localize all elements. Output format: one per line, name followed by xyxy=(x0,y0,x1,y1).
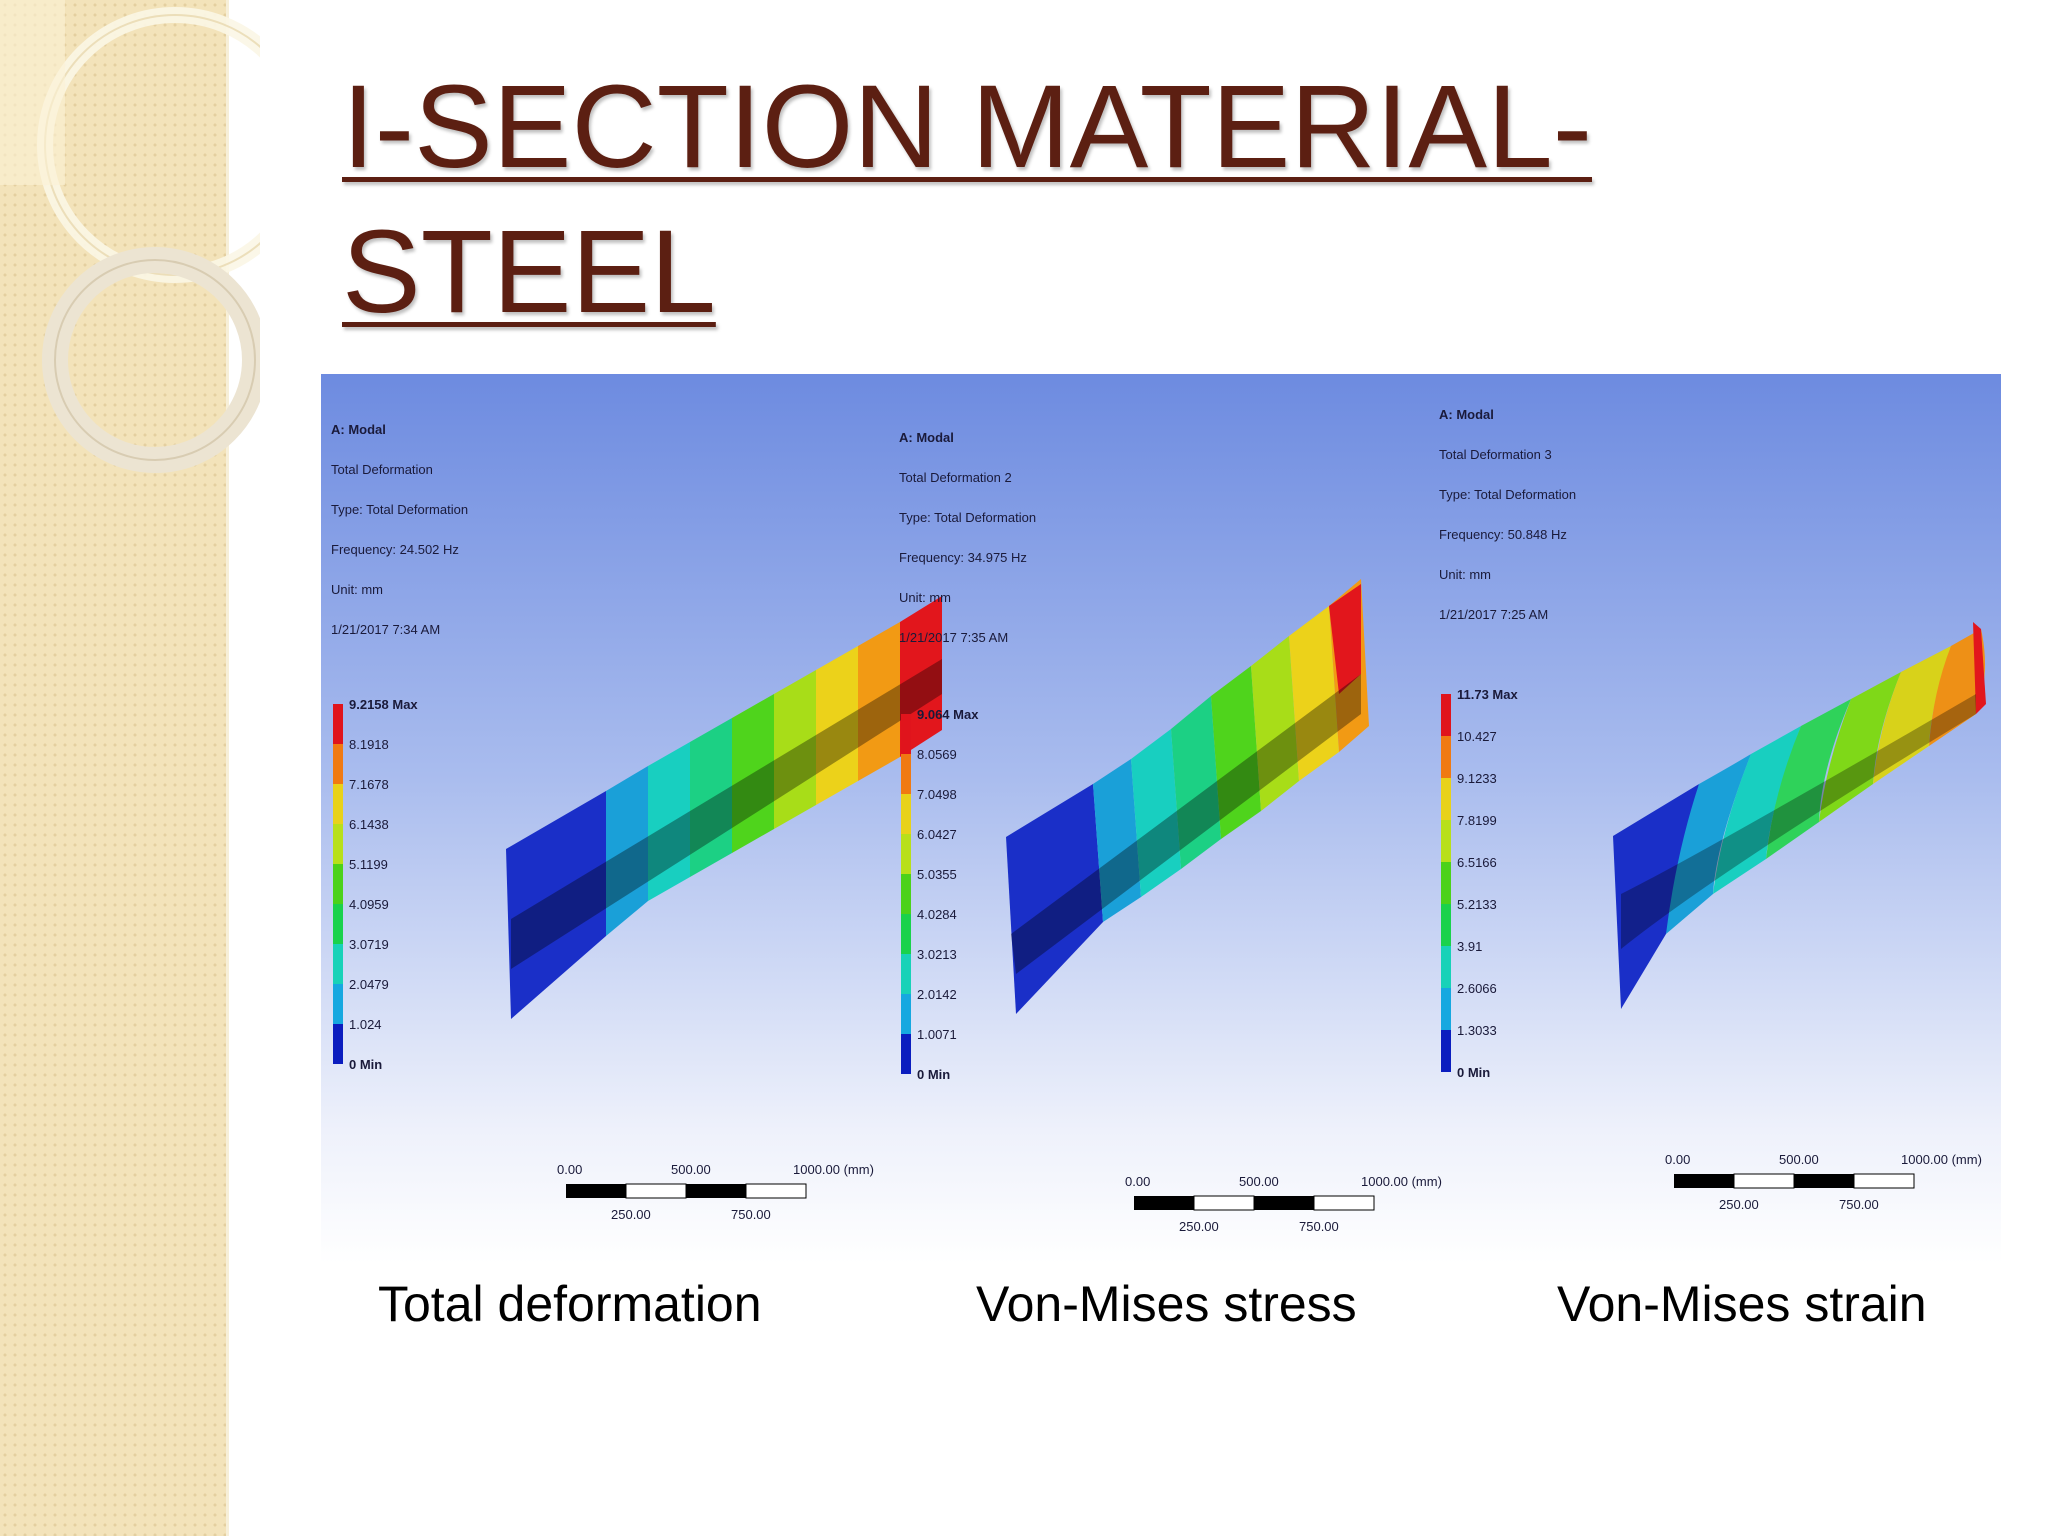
scale-label: 750.00 xyxy=(1839,1197,1879,1212)
scale-bar: 0.00 500.00 1000.00 (mm) 250.00 750.00 xyxy=(557,1162,874,1222)
color-legend: 9.2158 Max 8.1918 7.1678 6.1438 5.1199 4… xyxy=(333,697,418,1072)
legend-label: 1.0071 xyxy=(917,1027,957,1042)
scale-label: 0.00 xyxy=(1125,1174,1150,1189)
legend-label: 1.3033 xyxy=(1457,1023,1497,1038)
legend-label: 9.064 Max xyxy=(917,707,979,722)
scale-label: 250.00 xyxy=(1719,1197,1759,1212)
info-line: Type: Total Deformation xyxy=(899,510,1036,525)
legend-label: 2.6066 xyxy=(1457,981,1497,996)
caption-von-mises-strain: Von-Mises strain xyxy=(1557,1276,1927,1332)
legend-label: 8.1918 xyxy=(349,737,389,752)
panel-von-mises-stress: A: Modal Total Deformation 2 Type: Total… xyxy=(899,430,1442,1234)
scale-label: 500.00 xyxy=(1239,1174,1279,1189)
scale-bar: 0.00 500.00 1000.00 (mm) 250.00 750.00 xyxy=(1665,1152,1982,1212)
info-line: Frequency: 34.975 Hz xyxy=(899,550,1027,565)
info-line: Unit: mm xyxy=(899,590,951,605)
scale-label: 750.00 xyxy=(1299,1219,1339,1234)
info-line: A: Modal xyxy=(1439,407,1494,422)
legend-label: 7.0498 xyxy=(917,787,957,802)
legend-label: 6.1438 xyxy=(349,817,389,832)
info-line: Frequency: 50.848 Hz xyxy=(1439,527,1567,542)
decorative-rings xyxy=(0,0,260,473)
info-block: A: Modal Total Deformation Type: Total D… xyxy=(331,422,468,637)
side-band-edge xyxy=(226,0,229,1536)
legend-label: 9.2158 Max xyxy=(349,697,418,712)
legend-label: 3.0213 xyxy=(917,947,957,962)
legend-label: 9.1233 xyxy=(1457,771,1497,786)
color-legend: 9.064 Max 8.0569 7.0498 6.0427 5.0355 4.… xyxy=(901,707,979,1082)
info-line: Total Deformation 3 xyxy=(1439,447,1552,462)
scale-label: 750.00 xyxy=(731,1207,771,1222)
panel-total-deformation: A: Modal Total Deformation Type: Total D… xyxy=(331,422,942,1222)
info-line: Unit: mm xyxy=(1439,567,1491,582)
deformed-beam xyxy=(1006,579,1369,1014)
scale-label: 1000.00 (mm) xyxy=(793,1162,874,1177)
legend-label: 6.0427 xyxy=(917,827,957,842)
legend-label: 0 Min xyxy=(349,1057,382,1072)
legend-label: 3.91 xyxy=(1457,939,1482,954)
color-legend: 11.73 Max 10.427 9.1233 7.8199 6.5166 5.… xyxy=(1441,687,1518,1080)
legend-label: 10.427 xyxy=(1457,729,1497,744)
legend-label: 3.0719 xyxy=(349,937,389,952)
title-line-1: I-SECTION MATERIAL- xyxy=(342,61,1593,193)
scale-label: 1000.00 (mm) xyxy=(1901,1152,1982,1167)
scale-label: 0.00 xyxy=(1665,1152,1690,1167)
info-line: Unit: mm xyxy=(331,582,383,597)
scale-label: 500.00 xyxy=(1779,1152,1819,1167)
legend-label: 2.0142 xyxy=(917,987,957,1002)
scale-label: 0.00 xyxy=(557,1162,582,1177)
scale-label: 1000.00 (mm) xyxy=(1361,1174,1442,1189)
info-line: A: Modal xyxy=(331,422,386,437)
legend-label: 7.1678 xyxy=(349,777,389,792)
panel-von-mises-strain: A: Modal Total Deformation 3 Type: Total… xyxy=(1439,407,1986,1212)
legend-label: 6.5166 xyxy=(1457,855,1497,870)
legend-label: 2.0479 xyxy=(349,977,389,992)
info-line: A: Modal xyxy=(899,430,954,445)
info-line: Total Deformation 2 xyxy=(899,470,1012,485)
info-line: Type: Total Deformation xyxy=(331,502,468,517)
info-block: A: Modal Total Deformation 3 Type: Total… xyxy=(1439,407,1576,622)
legend-label: 8.0569 xyxy=(917,747,957,762)
info-block: A: Modal Total Deformation 2 Type: Total… xyxy=(899,430,1036,645)
legend-label: 5.0355 xyxy=(917,867,957,882)
info-line: 1/21/2017 7:35 AM xyxy=(899,630,1008,645)
legend-label: 7.8199 xyxy=(1457,813,1497,828)
info-line: Total Deformation xyxy=(331,462,433,477)
caption-von-mises-stress: Von-Mises stress xyxy=(976,1276,1357,1332)
info-line: Frequency: 24.502 Hz xyxy=(331,542,459,557)
legend-label: 1.024 xyxy=(349,1017,382,1032)
info-line: 1/21/2017 7:25 AM xyxy=(1439,607,1548,622)
legend-label: 4.0959 xyxy=(349,897,389,912)
info-line: 1/21/2017 7:34 AM xyxy=(331,622,440,637)
legend-label: 11.73 Max xyxy=(1457,687,1518,702)
legend-label: 4.0284 xyxy=(917,907,957,922)
legend-label: 5.1199 xyxy=(349,857,388,872)
analysis-figures: A: Modal Total Deformation Type: Total D… xyxy=(321,374,2001,1264)
caption-total-deformation: Total deformation xyxy=(378,1276,762,1332)
scale-label: 250.00 xyxy=(1179,1219,1219,1234)
legend-label: 0 Min xyxy=(1457,1065,1490,1080)
deformed-beam xyxy=(1613,622,1986,1009)
legend-label: 5.2133 xyxy=(1457,897,1497,912)
deformed-beam xyxy=(506,596,942,1019)
legend-label: 0 Min xyxy=(917,1067,950,1082)
scale-label: 250.00 xyxy=(611,1207,651,1222)
scale-label: 500.00 xyxy=(671,1162,711,1177)
title-line-2: STEEL xyxy=(342,206,716,338)
slide-title: I-SECTION MATERIAL- STEEL xyxy=(342,55,1592,345)
info-line: Type: Total Deformation xyxy=(1439,487,1576,502)
scale-bar: 0.00 500.00 1000.00 (mm) 250.00 750.00 xyxy=(1125,1174,1442,1234)
